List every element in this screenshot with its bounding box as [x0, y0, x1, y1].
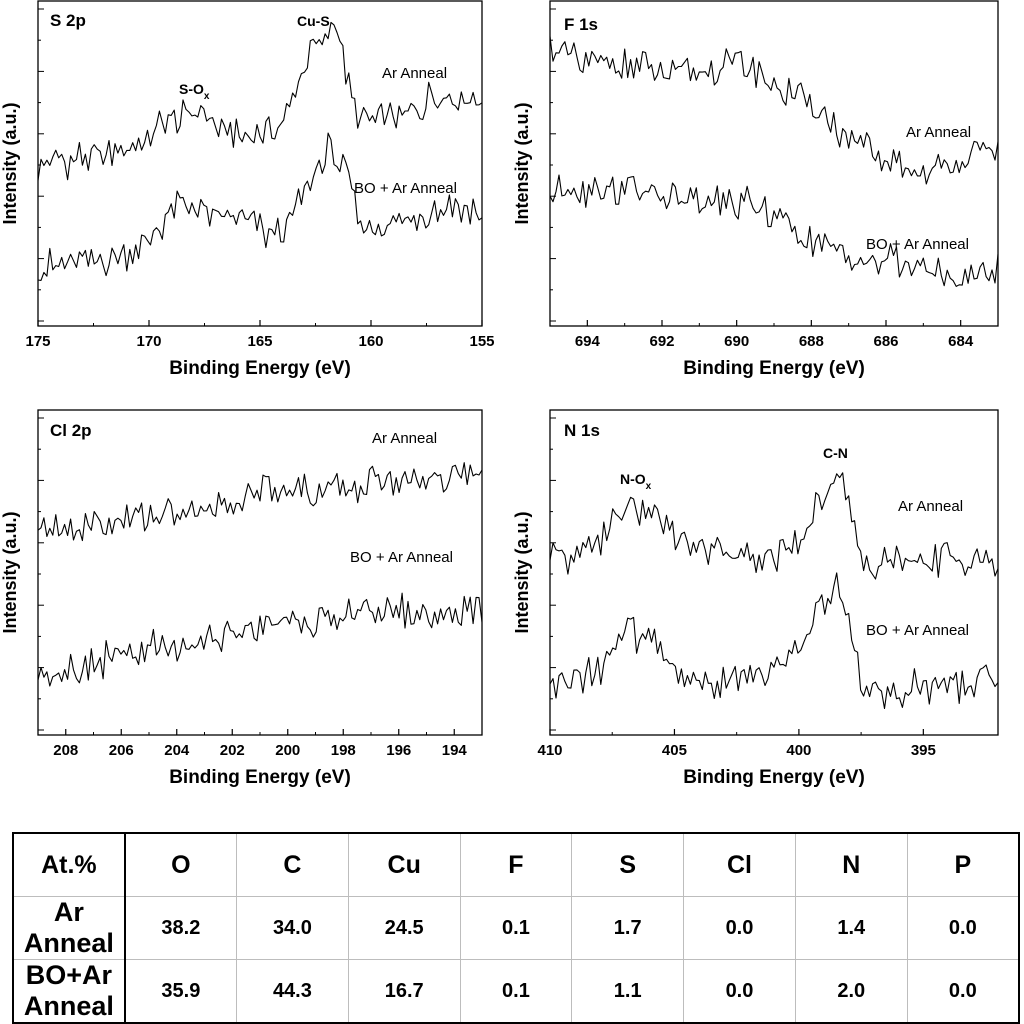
x-axis-title: Binding Energy (eV) [169, 767, 351, 788]
x-tick-label: 400 [786, 742, 811, 759]
y-axis-title: Intensity (a.u.) [0, 102, 20, 224]
x-tick-label: 206 [109, 742, 134, 759]
y-axis-title: Intensity (a.u.) [512, 102, 532, 224]
column-header: S [571, 832, 685, 897]
panel-title: N 1s [564, 421, 600, 440]
table-cell: 0.0 [906, 896, 1020, 960]
column-header: C [236, 832, 349, 897]
table-cell: 34.0 [236, 896, 349, 960]
x-tick-label: 200 [275, 742, 300, 759]
y-axis-title: Intensity (a.u.) [512, 511, 532, 633]
x-tick-label: 410 [537, 742, 562, 759]
x-tick-label: 692 [649, 333, 674, 350]
series-label-bo-ar-anneal: BO + Ar Anneal [866, 236, 969, 253]
table-cell: 0.0 [906, 959, 1020, 1024]
series-line-bo-ar-anneal [549, 174, 999, 287]
series-line-ar-anneal [549, 36, 999, 185]
table-cell: 1.1 [571, 959, 685, 1024]
table-cell: 0.0 [683, 896, 796, 960]
panel-title: S 2p [50, 11, 86, 30]
xps-spectra-figure: 175 170 165 160 155 Binding Energy (eV) Intens… [0, 0, 999, 788]
chart-panel-cl2p: 208 206 204 202 200 198 196 194 Binding Energy (… [0, 409, 483, 788]
x-tick-label: 196 [386, 742, 411, 759]
table-cell: 2.0 [794, 959, 908, 1024]
column-header: O [124, 832, 238, 897]
chart-panel-f1s: 694 692 690 688 686 684 Binding Energy (eV) Int… [512, 0, 999, 379]
x-tick-label: 686 [873, 333, 898, 350]
table-cell: 24.5 [347, 896, 461, 960]
x-tick-label: 395 [911, 742, 936, 759]
table-cell: 38.2 [124, 896, 238, 960]
table-cell: 16.7 [347, 959, 461, 1024]
table-row: Ar Anneal 38.2 34.0 24.5 0.1 1.7 0.0 1.4… [12, 896, 1020, 960]
plot-frame [37, 409, 483, 736]
row-header: Ar Anneal [12, 896, 126, 960]
series-line-ar-anneal [37, 21, 483, 181]
column-header: Cl [683, 832, 796, 897]
series-line-ar-anneal [549, 472, 999, 580]
x-tick-label: 688 [799, 333, 824, 350]
plot-frame [549, 409, 999, 736]
x-tick-label: 155 [469, 333, 494, 350]
table-cell: 0.1 [459, 959, 573, 1024]
peak-annotation: C-N [823, 445, 848, 461]
x-tick-label: 170 [136, 333, 161, 350]
x-tick-label: 208 [53, 742, 78, 759]
table-cell: 0.1 [459, 896, 573, 960]
x-tick-label: 175 [25, 333, 50, 350]
series-label-ar-anneal: Ar Anneal [906, 124, 971, 141]
table-cell: 0.0 [683, 959, 796, 1024]
series-line-bo-ar-anneal [37, 592, 483, 687]
x-tick-label: 160 [358, 333, 383, 350]
column-header: F [459, 832, 573, 897]
atomic-percent-table: At.% O C Cu F S Cl N P Ar Anneal 38.2 34… [12, 832, 1020, 1024]
x-tick-label: 694 [575, 333, 601, 350]
series-label-bo-ar-anneal: BO + Ar Anneal [350, 549, 453, 566]
x-tick-label: 204 [164, 742, 190, 759]
table-header-row: At.% O C Cu F S Cl N P [12, 832, 1020, 897]
x-tick-label: 202 [220, 742, 245, 759]
panel-title: F 1s [564, 15, 598, 34]
x-axis-title: Binding Energy (eV) [683, 358, 865, 379]
table-cell: 44.3 [236, 959, 349, 1024]
column-header: N [794, 832, 908, 897]
row-header: BO+Ar Anneal [12, 959, 126, 1024]
table-cell: 35.9 [124, 959, 238, 1024]
series-line-ar-anneal [37, 462, 483, 542]
panel-title: Cl 2p [50, 421, 92, 440]
x-tick-label: 405 [662, 742, 687, 759]
series-label-ar-anneal: Ar Anneal [898, 498, 963, 515]
peak-annotation: N-Ox [620, 471, 652, 492]
series-label-bo-ar-anneal: BO + Ar Anneal [866, 622, 969, 639]
table-row: BO+Ar Anneal 35.9 44.3 16.7 0.1 1.1 0.0 … [12, 959, 1020, 1024]
table-corner-header: At.% [12, 832, 126, 897]
column-header: Cu [347, 832, 461, 897]
x-axis-title: Binding Energy (eV) [683, 767, 865, 788]
series-label-bo-ar-anneal: BO + Ar Anneal [354, 180, 457, 197]
x-tick-label: 684 [948, 333, 974, 350]
peak-annotation: Cu-S [297, 13, 330, 29]
column-header: P [906, 832, 1020, 897]
series-label-ar-anneal: Ar Anneal [382, 65, 447, 82]
table-cell: 1.4 [794, 896, 908, 960]
x-tick-label: 690 [724, 333, 749, 350]
plot-frame [37, 0, 483, 327]
x-tick-label: 194 [442, 742, 468, 759]
plot-frame [549, 0, 999, 327]
series-line-bo-ar-anneal [37, 132, 483, 281]
x-tick-label: 198 [331, 742, 356, 759]
series-line-bo-ar-anneal [549, 572, 999, 710]
peak-annotation: S-Ox [179, 81, 210, 102]
chart-panel-n1s: 410 405 400 395 Binding Energy (eV) Intensity… [512, 409, 999, 788]
series-label-ar-anneal: Ar Anneal [372, 430, 437, 447]
chart-panel-s2p: 175 170 165 160 155 Binding Energy (eV) Intens… [0, 0, 495, 379]
y-axis-title: Intensity (a.u.) [0, 511, 20, 633]
x-tick-label: 165 [247, 333, 272, 350]
x-axis-title: Binding Energy (eV) [169, 358, 351, 379]
table-cell: 1.7 [571, 896, 685, 960]
